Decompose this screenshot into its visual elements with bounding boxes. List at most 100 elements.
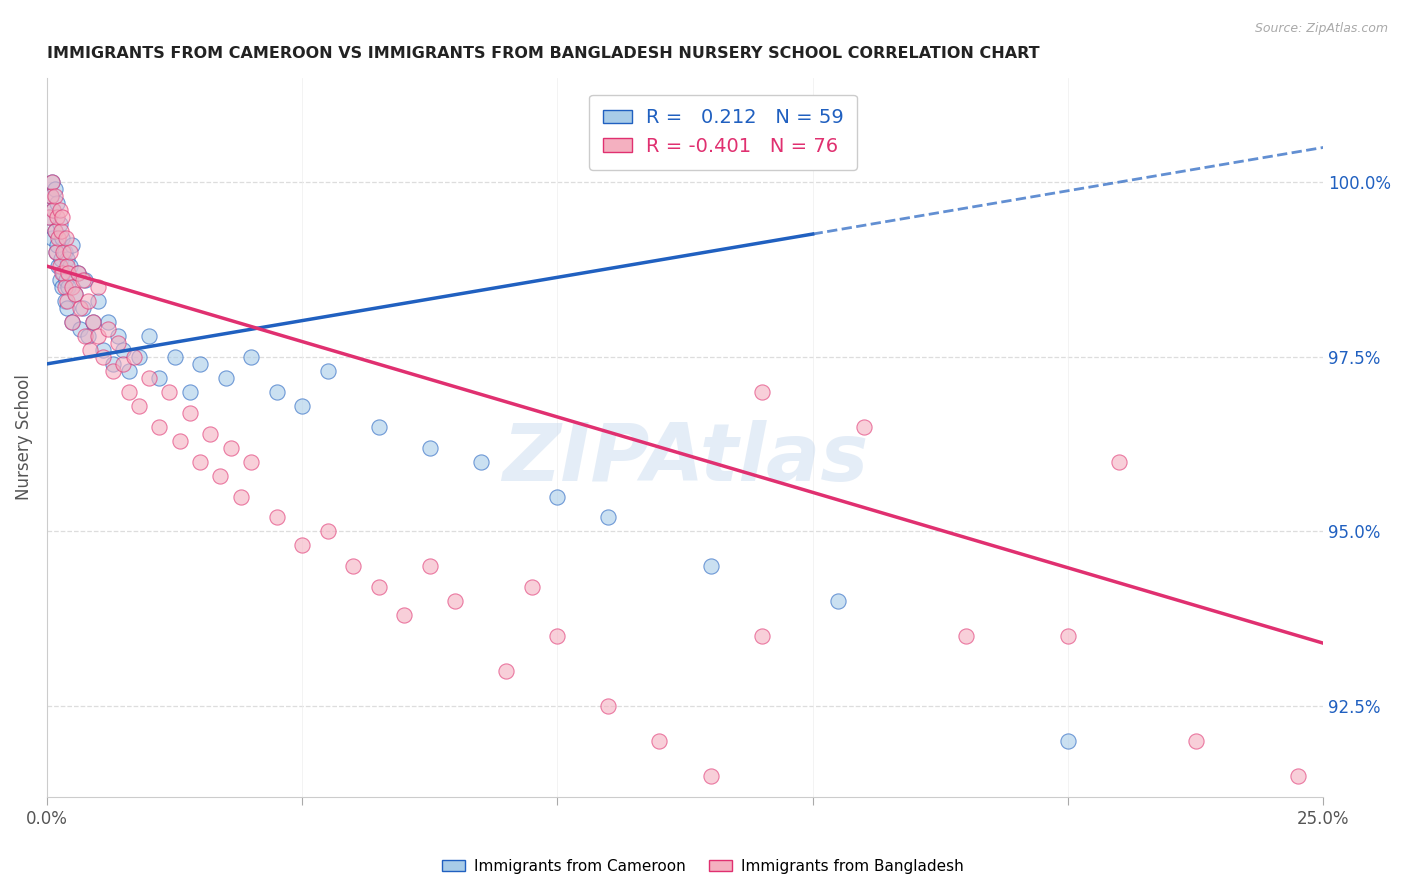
Point	[1057, 629, 1080, 643]
Point	[39, 189, 62, 203]
Point	[470, 455, 492, 469]
Point	[59, 259, 82, 273]
Point	[75, 329, 97, 343]
Point	[75, 273, 97, 287]
Point	[62, 315, 84, 329]
Point	[148, 419, 170, 434]
Point	[188, 357, 211, 371]
Point	[128, 399, 150, 413]
Point	[41, 175, 63, 189]
Point	[82, 315, 104, 329]
Point	[112, 357, 135, 371]
Point	[291, 538, 314, 552]
Point	[44, 182, 66, 196]
Point	[69, 322, 91, 336]
Text: IMMIGRANTS FROM CAMEROON VS IMMIGRANTS FROM BANGLADESH NURSERY SCHOOL CORRELATIO: IMMIGRANTS FROM CAMEROON VS IMMIGRANTS F…	[46, 46, 1039, 62]
Point	[342, 559, 364, 574]
Point	[72, 273, 94, 287]
Point	[266, 510, 288, 524]
Point	[266, 384, 288, 399]
Point	[51, 280, 73, 294]
Point	[46, 259, 69, 273]
Point	[229, 490, 252, 504]
Point	[852, 419, 875, 434]
Point	[53, 280, 76, 294]
Y-axis label: Nursery School: Nursery School	[15, 375, 32, 500]
Point	[69, 301, 91, 315]
Point	[209, 468, 232, 483]
Point	[51, 224, 73, 238]
Point	[148, 371, 170, 385]
Point	[46, 238, 69, 252]
Point	[955, 629, 977, 643]
Text: Source: ZipAtlas.com: Source: ZipAtlas.com	[1254, 22, 1388, 36]
Point	[62, 280, 84, 294]
Point	[138, 371, 160, 385]
Point	[46, 196, 69, 211]
Point	[97, 322, 120, 336]
Point	[240, 350, 263, 364]
Point	[648, 734, 671, 748]
Point	[163, 350, 186, 364]
Point	[58, 266, 80, 280]
Point	[51, 211, 73, 225]
Point	[1108, 455, 1130, 469]
Point	[827, 594, 849, 608]
Point	[62, 238, 84, 252]
Point	[41, 175, 63, 189]
Point	[66, 266, 89, 280]
Point	[52, 245, 75, 260]
Point	[52, 266, 75, 280]
Point	[79, 343, 101, 357]
Point	[44, 224, 66, 238]
Point	[316, 524, 339, 539]
Point	[699, 769, 721, 783]
Point	[316, 364, 339, 378]
Point	[97, 315, 120, 329]
Point	[598, 510, 620, 524]
Point	[55, 231, 77, 245]
Point	[598, 698, 620, 713]
Point	[394, 608, 416, 623]
Point	[51, 231, 73, 245]
Point	[103, 364, 125, 378]
Point	[200, 426, 222, 441]
Point	[48, 273, 70, 287]
Point	[138, 329, 160, 343]
Point	[751, 629, 773, 643]
Point	[179, 384, 201, 399]
Point	[112, 343, 135, 357]
Point	[801, 804, 824, 818]
Point	[53, 294, 76, 309]
Point	[41, 231, 63, 245]
Point	[42, 203, 65, 218]
Point	[72, 301, 94, 315]
Point	[56, 301, 79, 315]
Point	[48, 203, 70, 218]
Point	[751, 384, 773, 399]
Point	[91, 350, 114, 364]
Point	[1057, 734, 1080, 748]
Point	[179, 406, 201, 420]
Point	[51, 266, 73, 280]
Point	[699, 559, 721, 574]
Point	[87, 280, 110, 294]
Point	[38, 211, 60, 225]
Point	[107, 335, 129, 350]
Point	[495, 664, 517, 678]
Point	[419, 559, 441, 574]
Point	[122, 350, 145, 364]
Point	[1083, 804, 1105, 818]
Point	[38, 211, 60, 225]
Point	[53, 245, 76, 260]
Point	[76, 294, 98, 309]
Point	[63, 287, 86, 301]
Point	[157, 384, 180, 399]
Legend: R =   0.212   N = 59, R = -0.401   N = 76: R = 0.212 N = 59, R = -0.401 N = 76	[589, 95, 858, 169]
Point	[87, 294, 110, 309]
Point	[76, 329, 98, 343]
Point	[117, 384, 139, 399]
Point	[44, 224, 66, 238]
Point	[66, 266, 89, 280]
Point	[45, 245, 67, 260]
